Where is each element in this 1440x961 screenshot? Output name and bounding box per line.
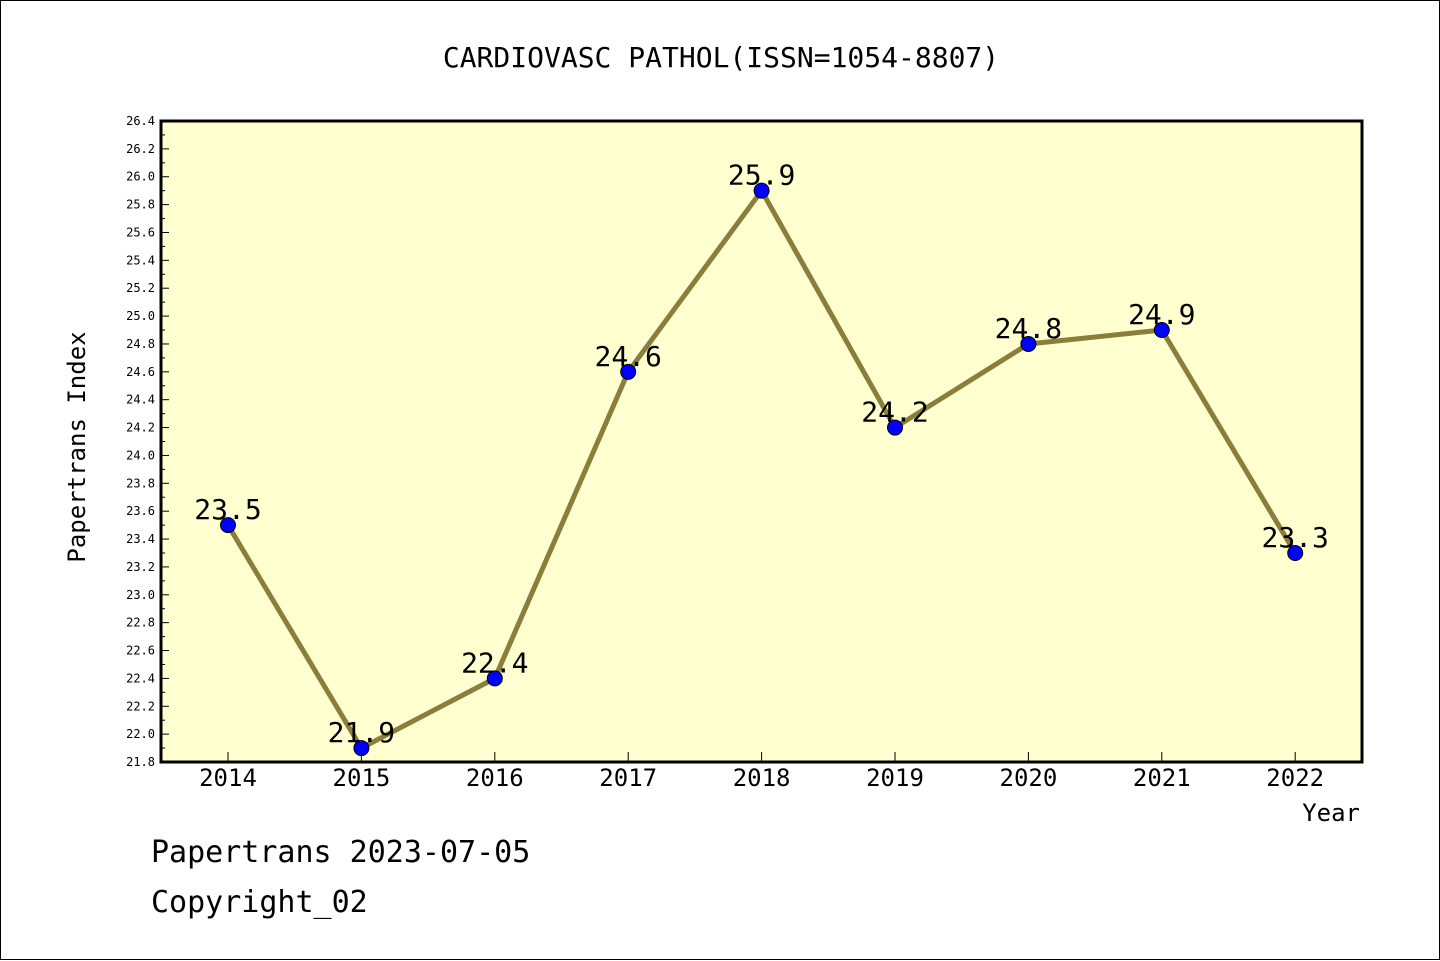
y-tick-label: 23.0 [126, 588, 155, 602]
y-tick-label: 23.2 [126, 560, 155, 574]
data-point [887, 419, 903, 436]
x-axis-label: Year [1302, 799, 1360, 827]
y-tick-label: 22.0 [126, 727, 155, 741]
data-label: 21.9 [328, 716, 395, 749]
footer-date: Papertrans 2023-07-05 [151, 835, 531, 870]
x-tick-label: 2021 [1133, 764, 1191, 792]
y-tick-label: 26.4 [126, 114, 155, 128]
y-tick-label: 26.2 [126, 142, 155, 156]
x-tick-label: 2016 [466, 764, 524, 792]
data-point [1153, 322, 1170, 339]
data-point [486, 670, 503, 687]
y-tick-label: 23.6 [126, 504, 155, 518]
plot-border [159, 119, 1364, 764]
y-tick-label: 25.6 [126, 225, 155, 239]
data-point [1287, 544, 1304, 561]
y-tick-label: 24.2 [126, 421, 155, 435]
data-label: 25.9 [728, 159, 795, 192]
x-tick-label: 2014 [199, 764, 257, 792]
data-label: 23.3 [1261, 521, 1328, 554]
data-point [753, 182, 770, 199]
y-axis-label: Papertrans Index [63, 331, 91, 562]
y-tick-label: 25.0 [126, 309, 155, 323]
y-tick-label: 25.8 [126, 198, 155, 212]
y-tick-label: 22.2 [126, 699, 155, 713]
y-tick-label: 26.0 [126, 170, 155, 184]
data-label: 24.8 [995, 312, 1062, 345]
x-tick-label: 2018 [733, 764, 791, 792]
y-tick-label: 23.4 [126, 532, 155, 546]
data-label: 24.2 [861, 396, 928, 429]
data-labels: 23.5 21.9 22.4 24.6 25.9 24.2 24.8 24.9 23.3 [194, 159, 1329, 749]
y-tick-label: 22.8 [126, 616, 155, 630]
y-tick-label: 25.2 [126, 281, 155, 295]
x-tick-label: 2017 [599, 764, 657, 792]
y-tick-label: 21.8 [126, 755, 155, 769]
y-tick-label: 24.6 [126, 365, 155, 379]
x-tick-label: 2019 [866, 764, 924, 792]
data-point [620, 363, 637, 380]
x-tick-label: 2022 [1266, 764, 1324, 792]
data-point [353, 740, 370, 757]
data-point [220, 517, 236, 534]
x-tick-label: 2020 [1000, 764, 1058, 792]
plot-area [161, 121, 1362, 762]
y-tick-label: 22.6 [126, 644, 155, 658]
x-axis: 2014 2015 2016 2017 2018 2019 2020 2021 2022 [199, 752, 1324, 792]
y-tick-label: 24.4 [126, 393, 155, 407]
data-label: 24.6 [594, 340, 661, 373]
footer-copyright: Copyright_02 [151, 885, 368, 920]
data-label: 23.5 [194, 493, 261, 526]
data-label: 24.9 [1128, 298, 1195, 331]
x-tick-label: 2015 [333, 764, 391, 792]
y-tick-label: 23.8 [126, 476, 155, 490]
data-label: 22.4 [461, 646, 528, 679]
chart-title: CARDIOVASC PATHOL(ISSN=1054-8807) [443, 41, 999, 74]
y-tick-label: 24.8 [126, 337, 155, 351]
y-tick-label: 22.4 [126, 671, 155, 685]
y-axis: 21.8 22.0 22.2 22.4 22.6 22.8 23.0 23.2 23.4 23.6… [126, 114, 169, 769]
y-tick-label: 25.4 [126, 253, 155, 267]
series-markers [220, 182, 1304, 757]
data-point [1020, 335, 1037, 352]
y-tick-label: 24.0 [126, 448, 155, 462]
